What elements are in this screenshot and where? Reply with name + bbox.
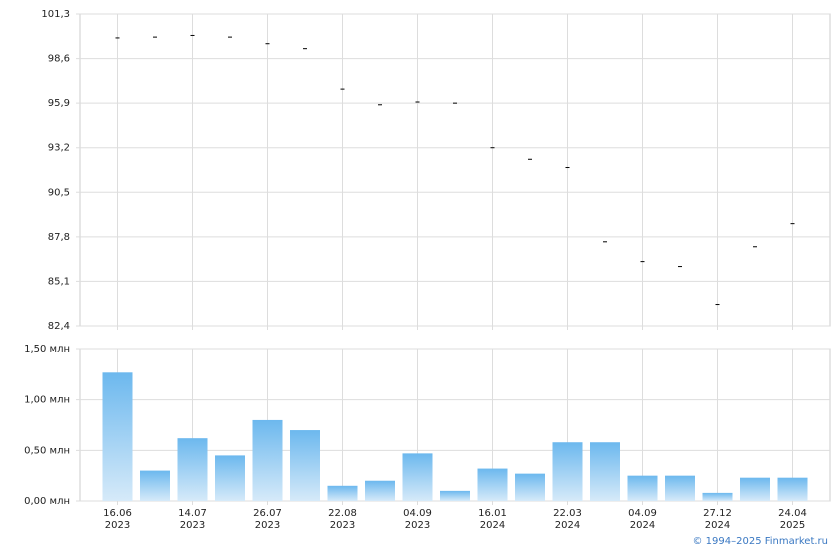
volume-bar <box>702 492 733 501</box>
y-tick-label: 0,00 млн <box>24 496 70 507</box>
volume-bar <box>515 473 545 501</box>
y-tick-label: 85,1 <box>48 276 70 287</box>
x-tick-label: 27.12 2024 <box>703 508 732 531</box>
volume-bar <box>590 442 620 501</box>
x-tick-label: 16.06 2023 <box>103 508 132 531</box>
x-tick-label: 24.04 2025 <box>778 508 807 531</box>
y-tick-label: 1,50 млн <box>24 344 70 355</box>
volume-bar <box>740 477 770 501</box>
volume-bar <box>402 453 433 501</box>
y-tick-label: 87,8 <box>48 232 70 243</box>
x-tick-label: 16.01 2024 <box>478 508 507 531</box>
volume-bar <box>177 438 208 501</box>
y-tick-label: 0,50 млн <box>24 445 70 456</box>
x-tick-label: 26.07 2023 <box>253 508 282 531</box>
volume-bar <box>365 480 395 501</box>
volume-bar <box>327 485 358 501</box>
volume-bar <box>627 475 658 501</box>
volume-bar <box>215 455 245 501</box>
volume-bar <box>440 490 470 501</box>
volume-bar <box>252 419 283 501</box>
y-tick-label: 82,4 <box>48 321 70 332</box>
x-tick-label: 22.03 2024 <box>553 508 582 531</box>
volume-bar <box>140 470 170 501</box>
x-tick-label: 14.07 2023 <box>178 508 207 531</box>
volume-bar <box>777 477 808 501</box>
volume-bar <box>290 430 320 501</box>
volume-bar <box>477 468 508 501</box>
y-tick-label: 93,2 <box>48 143 70 154</box>
y-tick-label: 98,6 <box>48 54 70 65</box>
y-tick-label: 95,9 <box>48 98 70 109</box>
y-tick-label: 101,3 <box>41 9 70 20</box>
volume-bar <box>552 442 583 501</box>
x-tick-label: 04.09 2024 <box>628 508 657 531</box>
y-tick-label: 1,00 млн <box>24 395 70 406</box>
x-tick-label: 04.09 2023 <box>403 508 432 531</box>
volume-bar <box>665 475 695 501</box>
volume-bar <box>102 372 133 501</box>
x-tick-label: 22.08 2023 <box>328 508 357 531</box>
source: © 1994–2025 Finmarket.ru <box>692 536 828 547</box>
y-tick-label: 90,5 <box>48 187 70 198</box>
